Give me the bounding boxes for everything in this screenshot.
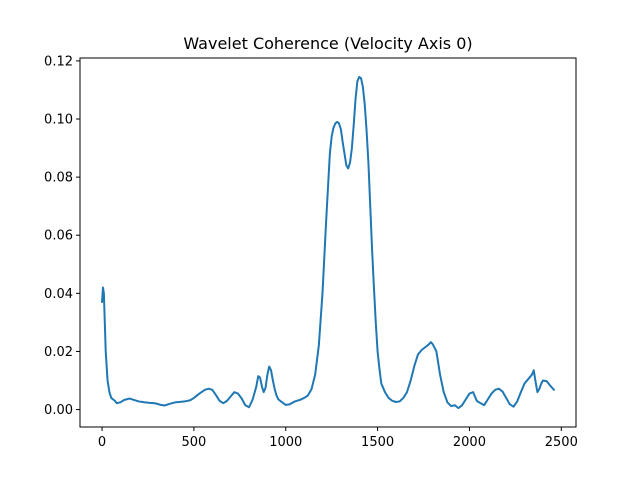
y-tick-label: 0.10 [44, 113, 73, 128]
x-tick-label: 2000 [453, 435, 486, 450]
x-tick-label: 0 [98, 435, 106, 450]
axes-frame [79, 57, 577, 428]
series-line [101, 75, 555, 410]
x-tick-label: 1000 [269, 435, 302, 450]
y-tick-label: 0.08 [44, 171, 73, 186]
y-tick-label: 0.02 [44, 345, 73, 360]
x-tick-label: 500 [181, 435, 206, 450]
x-tick-label: 1500 [361, 435, 394, 450]
y-tick-label: 0.04 [44, 287, 73, 302]
chart-title: Wavelet Coherence (Velocity Axis 0) [183, 34, 472, 53]
plot-area [101, 75, 555, 410]
y-tick-label: 0.06 [44, 229, 73, 244]
x-tick-label: 2500 [545, 435, 578, 450]
y-axis: 0.00 0.02 0.04 0.06 0.08 0.10 0.12 [44, 54, 80, 418]
y-tick-label: 0.00 [44, 403, 73, 418]
y-tick-label: 0.12 [44, 54, 73, 69]
x-axis: 0 500 1000 1500 2000 2500 [98, 427, 578, 450]
